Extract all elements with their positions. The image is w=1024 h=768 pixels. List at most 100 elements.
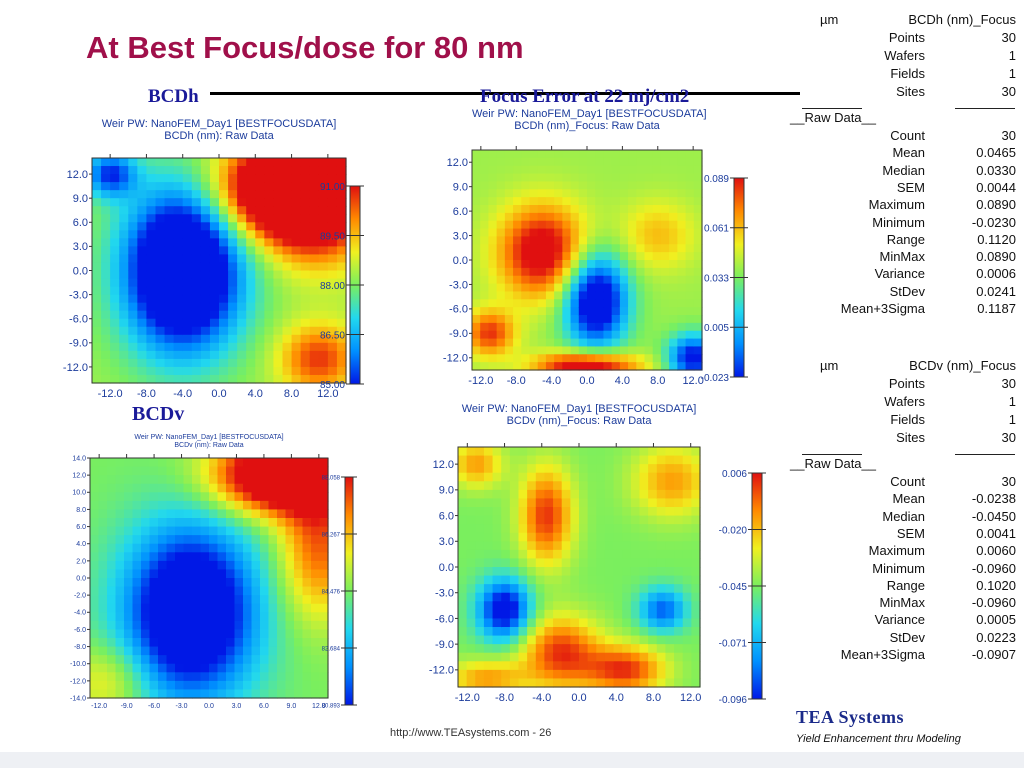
heat-cell bbox=[518, 515, 528, 525]
heat-cell bbox=[529, 205, 539, 214]
heat-cell bbox=[603, 205, 613, 214]
heat-cell bbox=[518, 575, 528, 585]
bcdh-label: BCDh bbox=[148, 86, 199, 107]
stats-row: Range 0.1120 bbox=[790, 232, 1020, 250]
heat-cell bbox=[561, 644, 571, 654]
heat-cell bbox=[209, 278, 220, 288]
stats-value: 30 bbox=[1001, 128, 1016, 143]
heat-cell bbox=[613, 455, 623, 465]
heat-cell bbox=[604, 489, 615, 500]
heat-cell bbox=[318, 310, 329, 320]
heat-cell bbox=[319, 680, 329, 691]
heat-cell bbox=[544, 567, 554, 577]
heat-cell bbox=[691, 455, 701, 465]
heat-cell bbox=[217, 629, 227, 639]
heat-cell bbox=[570, 315, 580, 324]
heat-cell bbox=[101, 358, 111, 368]
heat-cell bbox=[291, 166, 302, 175]
heat-cell bbox=[685, 283, 695, 293]
heat-cell bbox=[300, 246, 311, 256]
heat-cell bbox=[182, 158, 193, 167]
heat-cell bbox=[639, 515, 649, 525]
heat-cell bbox=[652, 228, 662, 238]
heat-cell bbox=[243, 689, 253, 699]
stats-key: Mean bbox=[892, 145, 925, 161]
heat-cell bbox=[622, 524, 632, 534]
heat-cell bbox=[319, 483, 329, 493]
stats-row: StDev 0.0223 bbox=[790, 630, 1020, 648]
heat-cell bbox=[166, 655, 176, 665]
heat-cell bbox=[260, 663, 270, 673]
heat-cell bbox=[200, 286, 211, 296]
heat-cell bbox=[604, 661, 615, 671]
heat-cell bbox=[561, 661, 571, 671]
heat-cell bbox=[291, 254, 302, 264]
heat-cell bbox=[562, 189, 572, 198]
heat-cell bbox=[124, 492, 134, 502]
heat-cell bbox=[674, 541, 684, 551]
heat-cell bbox=[674, 515, 684, 525]
heat-cell bbox=[674, 558, 684, 568]
heat-cell bbox=[173, 366, 184, 376]
heat-cell bbox=[535, 584, 546, 594]
heat-cell bbox=[291, 270, 302, 280]
heat-cell bbox=[587, 236, 596, 245]
heat-cell bbox=[513, 291, 522, 300]
heat-cell bbox=[604, 618, 615, 628]
heat-cell bbox=[554, 275, 563, 285]
heat-cell bbox=[166, 458, 176, 468]
stats-name: BCDh (nm)_Focus bbox=[908, 12, 1016, 27]
heat-cell bbox=[294, 535, 304, 545]
heat-cell bbox=[527, 507, 537, 517]
heat-cell bbox=[513, 283, 522, 293]
heat-cell bbox=[529, 252, 539, 261]
heat-cell bbox=[191, 350, 202, 360]
x-tick-label: 0.0 bbox=[571, 692, 586, 704]
stats-meta-row: Points 30 bbox=[790, 376, 1020, 394]
heat-cell bbox=[217, 578, 227, 588]
heat-cell bbox=[693, 291, 703, 300]
heat-cell bbox=[570, 584, 580, 594]
heat-cell bbox=[246, 222, 256, 231]
heat-cell bbox=[562, 275, 572, 285]
heat-cell bbox=[132, 578, 142, 588]
heat-cell bbox=[639, 472, 649, 482]
heat-cell bbox=[264, 342, 275, 352]
heat-cell bbox=[294, 672, 304, 682]
heat-cell bbox=[639, 524, 649, 534]
heat-cell bbox=[294, 518, 304, 528]
heat-cell bbox=[562, 212, 572, 222]
heat-cell bbox=[513, 197, 522, 206]
heat-cell bbox=[268, 689, 278, 699]
heat-cell bbox=[458, 481, 468, 491]
heat-cell bbox=[604, 549, 615, 560]
heat-cell bbox=[660, 150, 670, 159]
heat-cell bbox=[611, 275, 621, 285]
heat-cell bbox=[309, 238, 320, 247]
heat-cell bbox=[115, 603, 125, 613]
slide-title: At Best Focus/dose for 80 nm bbox=[86, 30, 524, 65]
heat-cell bbox=[200, 342, 211, 352]
heat-cell bbox=[656, 652, 667, 662]
heat-cell bbox=[173, 182, 184, 191]
heat-cell bbox=[110, 206, 120, 215]
heat-cell bbox=[217, 586, 227, 596]
heat-cell bbox=[228, 222, 238, 231]
heat-cell bbox=[155, 270, 166, 280]
heat-cell bbox=[513, 150, 522, 159]
heat-cell bbox=[115, 680, 125, 691]
heat-cell bbox=[596, 455, 606, 465]
heat-cell bbox=[173, 350, 184, 360]
heat-cell bbox=[578, 173, 588, 183]
heat-cell bbox=[529, 307, 539, 316]
heat-cell bbox=[682, 652, 692, 662]
heat-cell bbox=[562, 165, 572, 175]
heat-cell bbox=[674, 635, 684, 645]
heat-cell bbox=[182, 326, 193, 336]
heat-cell bbox=[595, 260, 605, 269]
heat-cell bbox=[209, 230, 220, 239]
heat-cell bbox=[509, 661, 520, 671]
heat-cell bbox=[124, 458, 134, 468]
heat-cell bbox=[529, 354, 539, 363]
heat-cell bbox=[665, 592, 675, 602]
